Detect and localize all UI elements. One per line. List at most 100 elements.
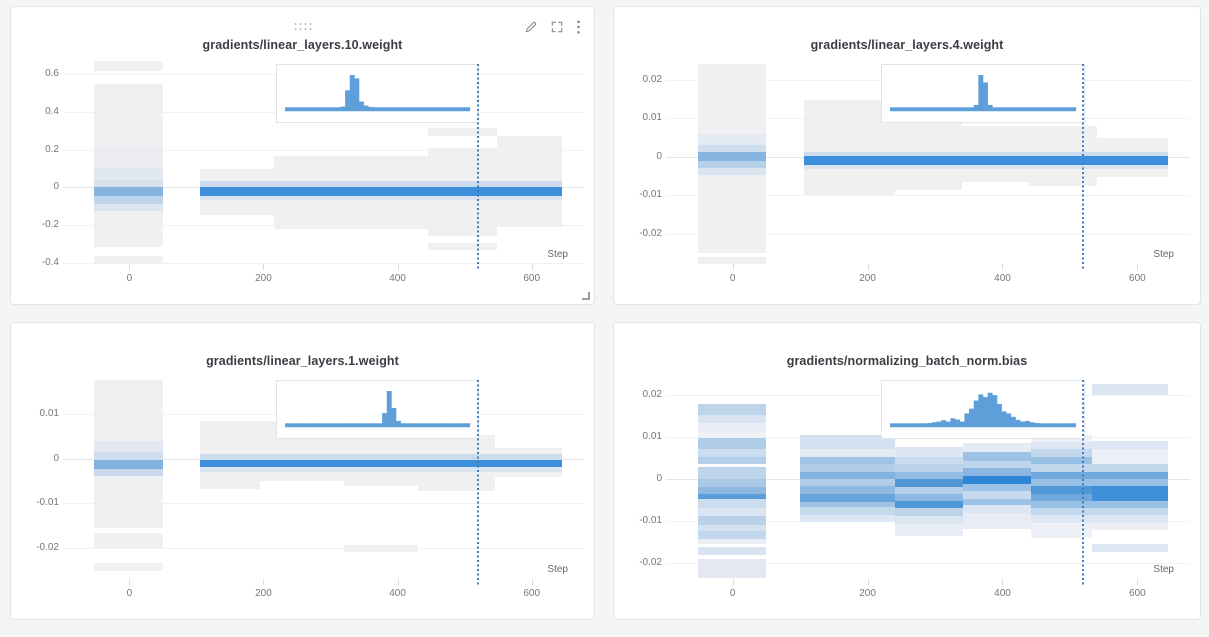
histogram-band bbox=[496, 181, 562, 187]
histogram-band bbox=[963, 461, 1031, 468]
histogram-band bbox=[1029, 164, 1097, 170]
histogram-band bbox=[894, 164, 963, 170]
y-tick-label: -0.01 bbox=[639, 514, 662, 526]
histogram-band bbox=[1092, 515, 1168, 524]
histogram-band bbox=[94, 452, 163, 460]
gridline bbox=[666, 195, 1190, 197]
x-tick-mark bbox=[129, 579, 131, 585]
panel-gradients-linear_layers-4-weight: gradients/linear_layers.4.weight 0.02 0.0… bbox=[613, 6, 1201, 305]
histogram-band bbox=[1092, 464, 1168, 472]
resize-corner-handle[interactable] bbox=[582, 292, 590, 300]
x-tick-label: 400 bbox=[994, 273, 1011, 284]
x-tick-label: 600 bbox=[1129, 588, 1146, 599]
histogram-band bbox=[894, 447, 964, 457]
histogram-band bbox=[697, 403, 767, 416]
x-tick-mark bbox=[1137, 264, 1139, 270]
panel-title: gradients/linear_layers.4.weight bbox=[810, 38, 1004, 52]
histogram-band bbox=[417, 472, 495, 491]
histogram-band bbox=[800, 501, 895, 508]
histogram-plot[interactable]: 0.02 0.01 0 -0.01 -0.02 0 200 400 600 Step bbox=[614, 323, 1200, 619]
gridline bbox=[666, 233, 1190, 235]
histogram-band bbox=[697, 161, 767, 168]
inset-histogram-chart bbox=[285, 75, 471, 112]
histogram-band bbox=[800, 456, 895, 465]
gridline bbox=[63, 263, 584, 265]
histogram-band bbox=[1030, 493, 1093, 501]
histogram-band bbox=[697, 256, 767, 264]
histogram-plot[interactable]: 0.02 0.01 0 -0.01 -0.02 0 200 400 600 Step bbox=[614, 7, 1200, 304]
x-tick-label: 600 bbox=[523, 273, 541, 284]
x-tick-label: 400 bbox=[994, 588, 1011, 599]
histogram-band bbox=[1092, 544, 1168, 552]
histogram-band bbox=[199, 186, 275, 197]
histogram-band bbox=[963, 475, 1031, 484]
histogram-band bbox=[417, 454, 495, 460]
x-tick-label: 200 bbox=[255, 588, 272, 599]
histogram-band bbox=[274, 186, 429, 197]
histogram-band bbox=[803, 100, 895, 152]
histogram-band bbox=[697, 145, 767, 153]
histogram-band bbox=[894, 523, 964, 536]
histogram-band bbox=[417, 467, 495, 473]
histogram-band bbox=[697, 515, 767, 525]
histogram-band bbox=[94, 255, 163, 264]
histogram-band bbox=[1030, 471, 1093, 479]
histogram-band bbox=[94, 533, 163, 548]
x-axis-title: Step bbox=[547, 249, 568, 260]
histogram-band bbox=[1029, 169, 1097, 186]
y-tick-label: 0.02 bbox=[642, 73, 662, 85]
histogram-band bbox=[260, 454, 344, 460]
y-tick-label: 0.6 bbox=[45, 67, 59, 79]
histogram-band bbox=[697, 530, 767, 540]
panel-gradients-normalizing_batch_norm-bias: gradients/normalizing_batch_norm.bias 0.… bbox=[613, 322, 1201, 620]
edit-pencil-icon[interactable] bbox=[524, 20, 538, 34]
histogram-band bbox=[1030, 456, 1093, 465]
histogram-plot[interactable]: 0.01 0 -0.01 -0.02 0 200 400 600 Step bbox=[11, 323, 594, 619]
x-tick-label: 0 bbox=[126, 273, 133, 284]
kebab-menu-icon[interactable] bbox=[576, 20, 581, 34]
y-tick-label: 0 bbox=[656, 150, 662, 162]
panel-actions bbox=[524, 20, 581, 34]
histogram-band bbox=[496, 186, 562, 197]
histogram-plot[interactable]: 0.6 0.4 0.2 0 -0.2 -0.4 0 200 400 600 Step bbox=[11, 7, 594, 304]
panel-title: gradients/linear_layers.10.weight bbox=[202, 38, 403, 52]
histogram-band bbox=[1096, 137, 1168, 152]
histogram-band bbox=[94, 204, 163, 212]
histogram-band bbox=[1096, 169, 1168, 177]
drag-handle-icon[interactable] bbox=[294, 23, 311, 30]
histogram-band bbox=[697, 486, 767, 494]
histogram-band bbox=[800, 515, 895, 523]
gridline bbox=[666, 563, 1190, 564]
histogram-band bbox=[800, 449, 895, 457]
histogram-band bbox=[1030, 515, 1093, 524]
histogram-band bbox=[94, 186, 163, 197]
y-tick-label: 0.01 bbox=[642, 112, 662, 124]
fullscreen-icon[interactable] bbox=[550, 20, 564, 34]
histogram-band bbox=[94, 380, 163, 441]
histogram-band bbox=[1096, 156, 1168, 165]
histogram-band bbox=[894, 456, 964, 465]
histogram-band bbox=[1030, 508, 1093, 516]
histogram-band bbox=[274, 156, 429, 182]
histogram-band bbox=[428, 200, 497, 236]
histogram-band bbox=[199, 454, 261, 460]
y-tick-label: 0 bbox=[53, 181, 59, 193]
histogram-band bbox=[94, 440, 163, 453]
histogram-band bbox=[417, 459, 495, 468]
histogram-band bbox=[963, 512, 1031, 529]
histogram-band bbox=[1092, 523, 1168, 531]
histogram-band bbox=[963, 467, 1031, 476]
histogram-band bbox=[343, 454, 418, 460]
y-tick-label: 0.01 bbox=[642, 430, 662, 442]
histogram-band bbox=[697, 478, 767, 487]
histogram-band bbox=[894, 464, 964, 473]
x-tick-mark bbox=[531, 264, 533, 270]
histogram-band bbox=[697, 508, 767, 516]
histogram-band bbox=[800, 478, 895, 486]
histogram-band bbox=[963, 483, 1031, 492]
histogram-band bbox=[496, 136, 562, 182]
histogram-band bbox=[962, 125, 1030, 152]
x-axis-title: Step bbox=[547, 564, 568, 575]
histogram-band bbox=[800, 507, 895, 516]
histogram-band bbox=[199, 420, 261, 455]
